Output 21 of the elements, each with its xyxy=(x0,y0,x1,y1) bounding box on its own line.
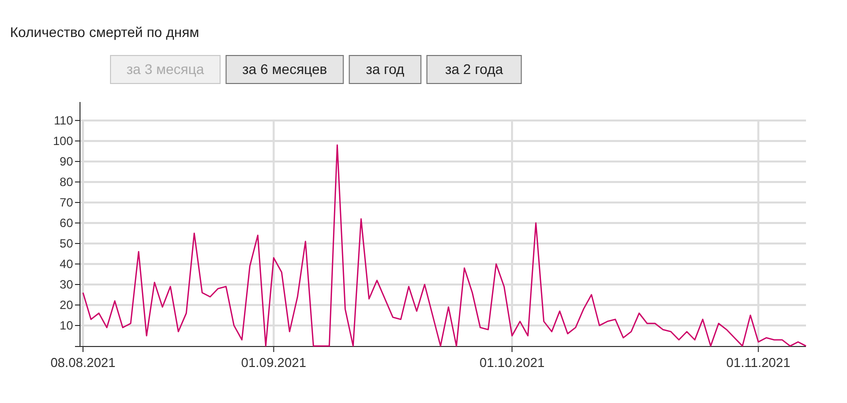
line-series xyxy=(82,144,807,347)
y-tick-label: 70 xyxy=(60,195,74,210)
button: за 2 года xyxy=(426,55,522,84)
y-tick-label: 80 xyxy=(60,174,74,189)
y-tick-label: 30 xyxy=(60,277,74,292)
x-tick-label: 01.11.2021 xyxy=(726,355,790,370)
chart-title: Количество смертей по дням xyxy=(10,24,200,40)
x-tick-label: 01.10.2021 xyxy=(479,355,545,370)
button: за 6 месяцев xyxy=(226,55,344,84)
y-tick-label: 90 xyxy=(60,154,74,168)
button: за 3 месяца xyxy=(110,55,221,84)
x-tick-label: 01.09.2021 xyxy=(241,355,306,370)
y-tick-label: 40 xyxy=(60,256,74,271)
y-tick-label: 60 xyxy=(60,216,74,230)
y-tick-label: 50 xyxy=(60,236,74,250)
y-tick-label: 110 xyxy=(54,113,74,128)
x-tick-label: 08.08.2021 xyxy=(50,355,116,370)
y-tick-label: 20 xyxy=(60,298,74,312)
y-tick-label: 100 xyxy=(52,134,74,148)
button: за год xyxy=(348,55,422,84)
y-tick-label: 10 xyxy=(60,318,74,332)
